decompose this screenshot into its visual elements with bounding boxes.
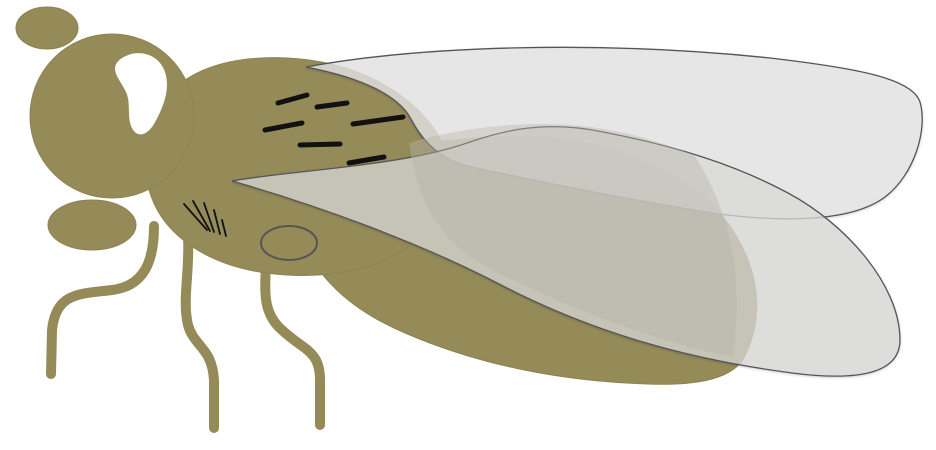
bristle — [350, 114, 406, 127]
head — [15, 6, 195, 251]
eye-highlight — [115, 53, 167, 135]
bristle — [275, 92, 310, 106]
front-leg — [46, 221, 159, 379]
hind-leg — [260, 251, 325, 430]
front-wing-inner-shadow — [409, 124, 737, 357]
spiracle-hairs — [183, 200, 227, 237]
bristle — [346, 154, 387, 166]
legs — [46, 221, 325, 433]
wings — [231, 46, 923, 377]
mouthpart — [47, 199, 137, 251]
head-dome — [29, 33, 195, 199]
bristle — [262, 120, 305, 133]
thorax-bristles — [262, 92, 406, 166]
bristle — [314, 100, 350, 110]
middle-leg — [180, 230, 219, 433]
bristle — [297, 141, 343, 148]
haltere-ring — [260, 225, 318, 261]
head-top-bump — [15, 6, 79, 50]
